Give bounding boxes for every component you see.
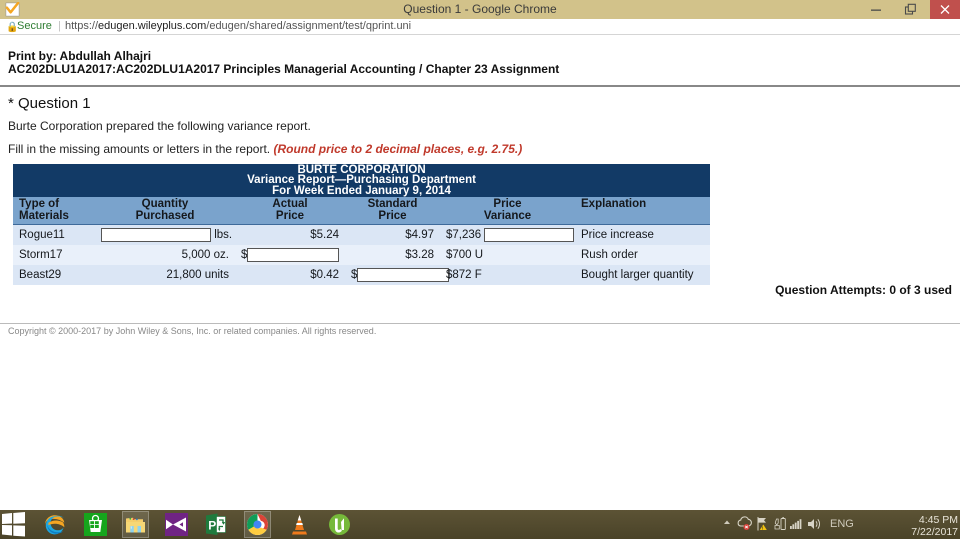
- svg-text:P: P: [208, 519, 216, 533]
